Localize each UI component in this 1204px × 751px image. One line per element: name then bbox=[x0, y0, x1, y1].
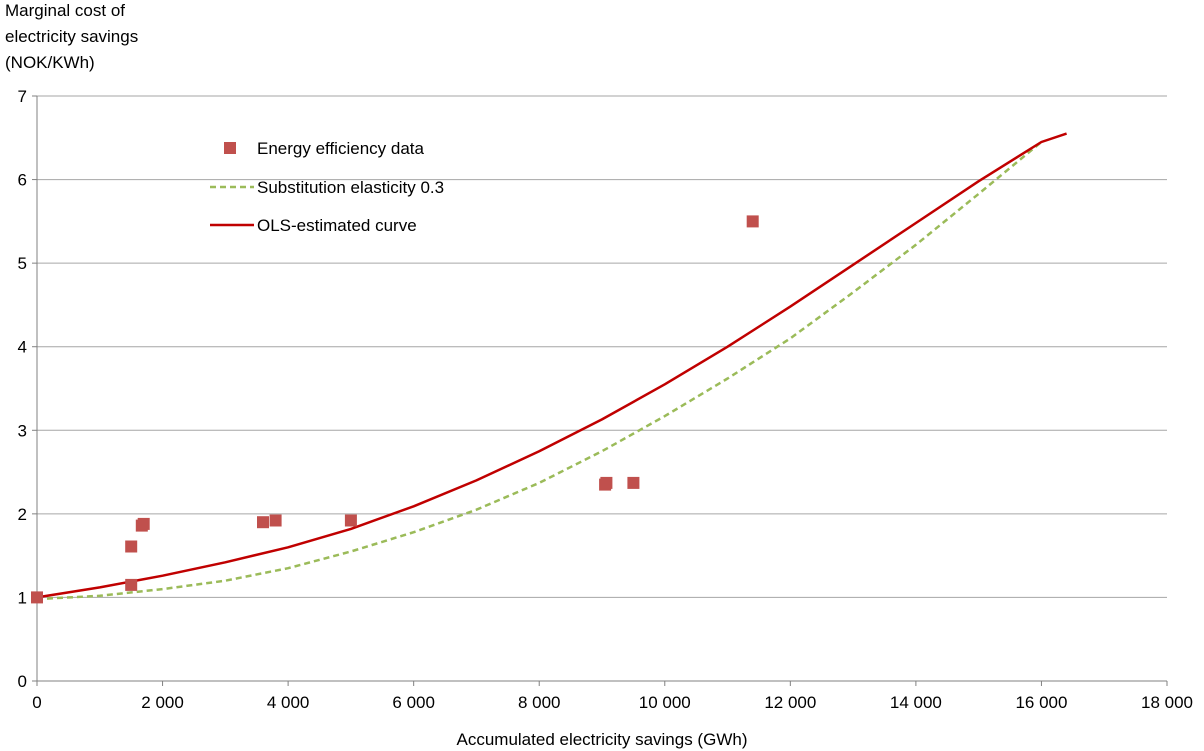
points-layer bbox=[31, 215, 759, 604]
data-point-2 bbox=[125, 540, 138, 553]
data-point-4 bbox=[137, 517, 150, 530]
x-tick-label-6000: 6 000 bbox=[392, 693, 435, 712]
axes bbox=[32, 95, 1168, 686]
x-tick-label-2000: 2 000 bbox=[141, 693, 184, 712]
data-point-1 bbox=[125, 578, 138, 591]
y-tick-label-4: 4 bbox=[18, 338, 27, 357]
y-tick-label-5: 5 bbox=[18, 254, 27, 273]
series-line-ols-estimated-curve bbox=[36, 132, 1067, 599]
tick-labels: 0 1 2 3 4 5 6 7 0 2 000 4 000 6 000 8 000 10 000 12 00… bbox=[18, 87, 1193, 712]
y-tick-label-6: 6 bbox=[18, 171, 27, 190]
gridlines bbox=[37, 95, 1167, 598]
data-point-11 bbox=[746, 215, 759, 228]
y-axis-title-line-1: Marginal cost of bbox=[5, 1, 125, 20]
y-axis-title-line-3: (NOK/KWh) bbox=[5, 53, 95, 72]
x-tick-label-16000: 16 000 bbox=[1015, 693, 1067, 712]
legend: Energy efficiency data Substitution elas… bbox=[210, 139, 444, 235]
data-point-7 bbox=[344, 514, 357, 527]
data-point-9 bbox=[600, 476, 613, 489]
data-point-5 bbox=[257, 516, 269, 529]
x-tick-label-10000: 10 000 bbox=[639, 693, 691, 712]
x-tick-label-12000: 12 000 bbox=[764, 693, 816, 712]
x-tick-label-0: 0 bbox=[32, 693, 41, 712]
x-tick-label-4000: 4 000 bbox=[267, 693, 310, 712]
series-layer bbox=[36, 132, 1067, 601]
legend-label-ols-estimated-curve: OLS-estimated curve bbox=[257, 216, 417, 235]
y-tick-label-3: 3 bbox=[18, 421, 27, 440]
x-axis-title: Accumulated electricity savings (GWh) bbox=[457, 730, 748, 749]
data-point-0 bbox=[31, 591, 43, 604]
y-tick-label-2: 2 bbox=[18, 505, 27, 524]
legend-label-substitution-elasticity: Substitution elasticity 0.3 bbox=[257, 178, 444, 197]
y-tick-label-1: 1 bbox=[18, 588, 27, 607]
data-point-10 bbox=[627, 476, 640, 489]
x-tick-label-8000: 8 000 bbox=[518, 693, 561, 712]
y-axis-title-line-2: electricity savings bbox=[5, 27, 138, 46]
series-line-substitution-elasticity bbox=[36, 141, 1043, 601]
y-tick-label-7: 7 bbox=[18, 87, 27, 106]
legend-marker-energy-efficiency-data bbox=[224, 142, 236, 154]
data-point-6 bbox=[269, 514, 282, 527]
x-tick-label-18000: 18 000 bbox=[1141, 693, 1193, 712]
y-tick-label-0: 0 bbox=[18, 672, 27, 691]
x-tick-label-14000: 14 000 bbox=[890, 693, 942, 712]
legend-label-energy-efficiency-data: Energy efficiency data bbox=[257, 139, 424, 158]
